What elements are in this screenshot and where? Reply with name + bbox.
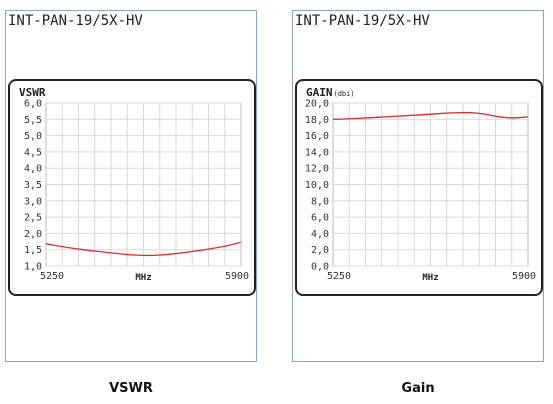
vswr-chart-title: VSWR <box>19 86 46 99</box>
gain-y-tick-label: 8,0 <box>311 196 329 207</box>
vswr-chart: VSWR 1,0 1,5 2,0 2,5 3,0 3,5 4,0 4,5 5,0 5,5 6,0 525… <box>19 86 249 283</box>
vswr-chart-frame: VSWR 1,0 1,5 2,0 2,5 3,0 3,5 4,0 4,5 5,0 5,5 6,0 525… <box>8 79 256 296</box>
vswr-panel-title: INT-PAN-19/5X-HV <box>8 13 143 29</box>
vswr-y-tick-label: 1,0 <box>24 262 42 273</box>
vswr-y-tick-label: 2,5 <box>24 213 42 224</box>
vswr-y-tick-label: 2,0 <box>24 229 42 240</box>
gain-x-tick-start: 5250 <box>327 271 351 282</box>
gain-title-unit: (dbi) <box>334 90 355 98</box>
vswr-y-tick-label: 4,0 <box>24 164 42 175</box>
vswr-x-tick-end: 5900 <box>225 271 249 282</box>
gain-y-tick-label: 4,0 <box>311 229 329 240</box>
vswr-y-tick-label: 4,5 <box>24 147 42 158</box>
vswr-panel: INT-PAN-19/5X-HV VSWR 1,0 1,5 2,0 2,5 3,0 3,5 4… <box>5 10 257 362</box>
gain-chart: GAIN(dbi) 0,0 2,0 4,0 6,0 8,0 10,0 12,0 14,0 16,0… <box>305 86 536 283</box>
gain-y-tick-label: 16,0 <box>305 131 329 142</box>
gain-chart-title: GAIN(dbi) <box>306 86 355 99</box>
gain-caption: Gain <box>401 381 435 396</box>
vswr-title-main: VSWR <box>19 86 46 99</box>
gain-chart-frame: GAIN(dbi) 0,0 2,0 4,0 6,0 8,0 10,0 12,0 14,0 16,0… <box>295 79 543 296</box>
gain-y-tick-label: 20,0 <box>305 99 329 110</box>
gain-y-tick-label: 0,0 <box>311 262 329 273</box>
gain-x-tick-end: 5900 <box>512 271 536 282</box>
gain-x-axis-label: MHz <box>422 273 438 283</box>
gain-panel-title: INT-PAN-19/5X-HV <box>295 13 430 29</box>
gain-y-tick-label: 18,0 <box>305 115 329 126</box>
vswr-y-tick-label: 5,0 <box>24 131 42 142</box>
gain-y-tick-label: 2,0 <box>311 245 329 256</box>
vswr-series-line <box>45 241 242 257</box>
gain-y-tick-label: 10,0 <box>305 180 329 191</box>
vswr-y-tick-label: 1,5 <box>24 245 42 256</box>
gain-series-line <box>332 111 529 120</box>
gain-y-tick-label: 6,0 <box>311 213 329 224</box>
gain-y-tick-label: 14,0 <box>305 147 329 158</box>
vswr-y-tick-label: 5,5 <box>24 115 42 126</box>
vswr-y-tick-label: 6,0 <box>24 99 42 110</box>
vswr-x-tick-start: 5250 <box>40 271 64 282</box>
vswr-y-tick-label: 3,5 <box>24 180 42 191</box>
vswr-caption: VSWR <box>109 381 153 396</box>
gain-title-main: GAIN <box>306 86 333 99</box>
gain-y-tick-label: 12,0 <box>305 164 329 175</box>
vswr-x-axis-label: MHz <box>135 273 151 283</box>
gain-panel: INT-PAN-19/5X-HV GAIN(dbi) 0,0 2,0 4,0 6,0 8,… <box>292 10 544 362</box>
vswr-y-tick-label: 3,0 <box>24 196 42 207</box>
